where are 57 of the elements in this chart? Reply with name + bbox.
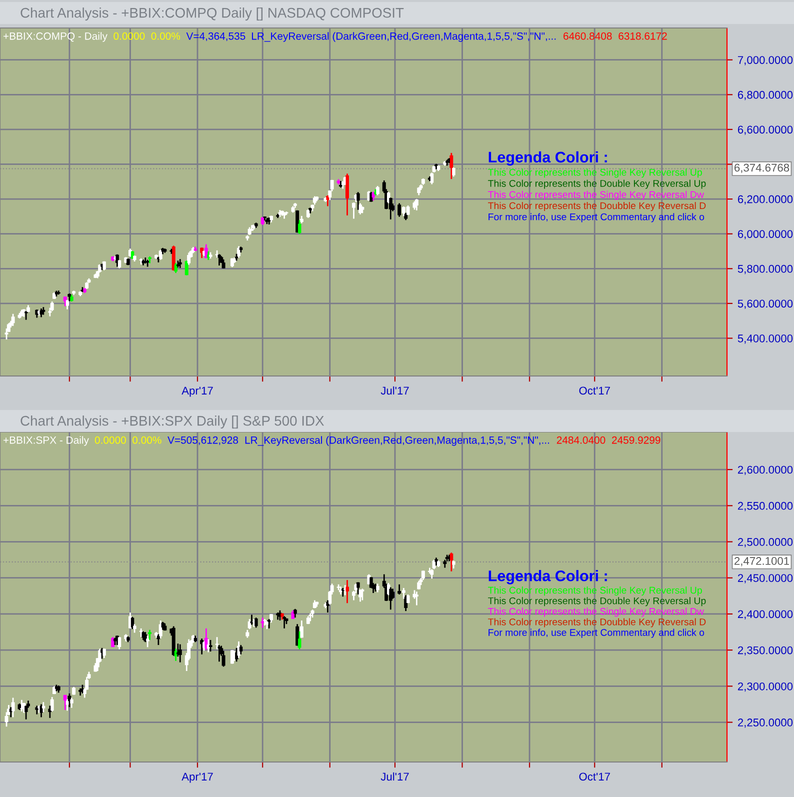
chart-title: Chart Analysis - +BBIX:COMPQ Daily [] NASDAQ COMPOSIT [20,8,404,20]
annotation: This Color represents the Double Key Reversal Up [488,180,706,189]
candlestick [230,650,234,664]
annotation: LR_KeyReversal (DarkGreen,Red,Green,Magenta,1,5,5,"S","N",... [245,436,549,446]
candlestick [130,251,134,259]
y-tick-label: 2,300.0000 [738,682,793,692]
y-tick-label: 6,200.0000 [738,195,793,204]
x-tick-label: Oct'17 [579,386,610,395]
y-tick-label: 2,450.0000 [738,574,793,584]
y-tick-label: 5,400.0000 [738,334,793,344]
ref-line-label: 6,374.6768 [734,164,790,173]
annotation: This Color represents the Doubble Key Reversal D [488,202,706,212]
annotation: LR_KeyReversal (DarkGreen,Red,Green,Magenta,1,5,5,"S","N",... [252,32,556,42]
annotation: 0.00% [132,436,162,444]
chart-title: Chart Analysis - +BBIX:SPX Daily [] S&P 500 IDX [20,416,324,428]
x-tick-label: Jul'17 [380,386,409,395]
x-tick-label: Jul'17 [380,772,409,781]
y-tick-label: 2,600.0000 [738,466,793,475]
y-tick-label: 6,000.0000 [738,230,793,240]
annotation: This Color represents the Double Key Reversal Up [488,597,706,606]
y-tick-label: 5,800.0000 [738,264,793,274]
y-tick-label: 6,600.0000 [738,126,793,135]
x-tick-label: Apr'17 [182,386,213,397]
annotation: For more info, use Expert Commentary and click o [488,628,704,638]
y-tick-label: 7,000.0000 [738,56,793,66]
candlestick [208,640,212,652]
annotation: 2459.9299 [612,436,660,444]
x-tick-label: Apr'17 [182,772,213,783]
annotation: Legenda Colori : [488,151,607,166]
y-tick-label: 5,600.0000 [738,300,793,309]
annotation: This Color represents the Single Key Reversal Up [488,168,702,178]
annotation: 6318.6172 [618,32,667,40]
chart-subtitle: +BBIX:SPX - Daily [4,436,89,446]
annotation: 0.0000 [114,32,145,40]
annotation: V=505,612,928 [168,436,238,446]
annotation: This Color represents the Single Key Reversal Up [488,586,702,596]
y-tick-label: 2,250.0000 [738,718,793,728]
annotation: For more info, use Expert Commentary and click o [488,213,704,222]
y-tick-label: 2,550.0000 [738,502,793,512]
y-tick-label: 2,350.0000 [738,646,793,656]
annotation: 2484.0400 [556,436,606,444]
annotation: This Color represents the Doubble Key Reversal D [488,618,706,628]
chart-subtitle: +BBIX:COMPQ - Daily [4,32,108,42]
candlestick [124,257,128,263]
annotation: V=4,364,535 [186,32,246,42]
annotation: This Color represents the Single Key Reversal Dw [488,190,704,200]
annotation: 0.0000 [94,436,126,444]
annotation: Legenda Colori : [488,570,607,584]
annotation: 6460.8408 [564,32,612,40]
y-tick-label: 2,400.0000 [738,610,793,620]
x-tick-label: Oct'17 [579,772,610,781]
annotation: 0.00% [151,32,180,40]
y-tick-label: 6,800.0000 [738,90,793,100]
y-tick-label: 2,500.0000 [738,538,793,548]
ref-line-label: 2,472.1001 [734,557,790,566]
candlestick [148,256,152,264]
annotation: This Color represents the Single Key Reversal Dw [488,608,704,617]
